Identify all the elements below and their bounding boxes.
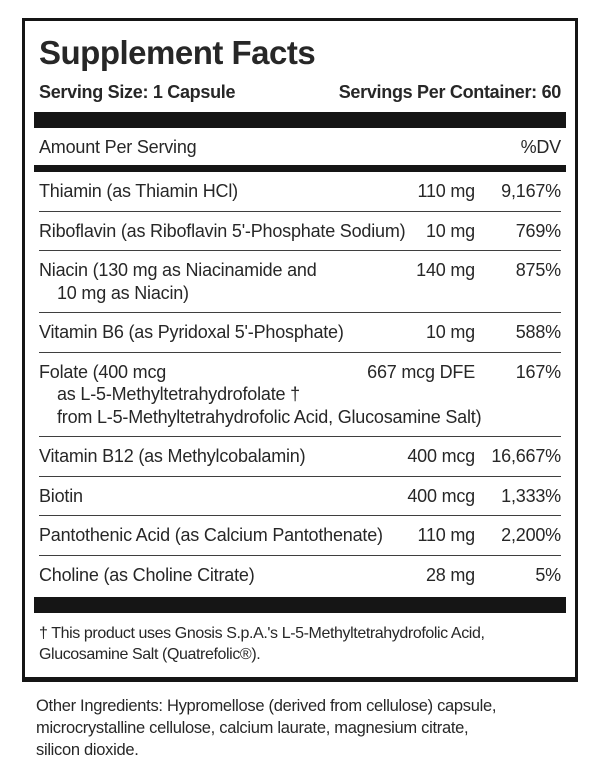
other-ingredients: Other Ingredients: Hypromellose (derived… <box>36 695 578 761</box>
nutrient-row: Biotin 400 mcg 1,333% <box>39 477 561 516</box>
nutrient-amount: 28 mg <box>425 564 475 585</box>
nutrient-amount: 400 mcg <box>407 485 475 506</box>
nutrient-name-line: Riboflavin (as Riboflavin 5'-Phosphate S… <box>39 220 406 241</box>
nutrient-name-line: Vitamin B12 (as Methylcobalamin) <box>39 446 306 466</box>
nutrient-amount: 110 mg <box>417 181 475 201</box>
footnote-line: Glucosamine Salt (Quatrefolic®). <box>39 646 261 663</box>
nutrient-name: Folate (400 mcg as L-5-Methyltetrahydrofo… <box>39 361 561 429</box>
divider-bar-medium <box>34 165 566 172</box>
nutrient-name-continuation: as L-5-Methyltetrahydrofolate † <box>57 384 300 404</box>
nutrient-name: Vitamin B12 (as Methylcobalamin) <box>39 445 561 468</box>
nutrient-row: Thiamin (as Thiamin HCl) 110 mg 9,167% <box>39 172 561 212</box>
nutrient-name: Thiamin (as Thiamin HCl) <box>39 180 561 203</box>
nutrient-name: Choline (as Choline Citrate) <box>39 564 561 587</box>
nutrient-name: Pantothenic Acid (as Calcium Pantothenat… <box>39 524 561 547</box>
nutrient-name-line: Choline (as Choline Citrate) <box>39 564 255 585</box>
nutrient-dv: 16,667% <box>491 446 561 466</box>
supplement-facts-panel: Supplement Facts Serving Size: 1 Capsule… <box>22 18 578 682</box>
servings-per-container-text: Servings Per Container: 60 <box>338 82 562 102</box>
nutrient-row: Niacin (130 mg as Niacinamide and 10 mg a… <box>39 251 561 313</box>
footnote-line: † This product uses Gnosis S.p.A.'s L-5-… <box>39 625 485 642</box>
nutrient-name: Niacin (130 mg as Niacinamide and 10 mg a… <box>39 259 561 304</box>
nutrient-amount: 10 mg <box>425 220 475 241</box>
nutrient-name-continuation: from L-5-Methyltetrahydrofolic Acid, Glu… <box>57 406 482 427</box>
other-ingredients-line: Other Ingredients: Hypromellose (derived… <box>36 697 497 715</box>
nutrient-amount: 667 mcg DFE <box>367 361 475 382</box>
nutrient-dv: 9,167% <box>501 181 561 201</box>
nutrient-name-continuation: 10 mg as Niacin) <box>57 282 189 303</box>
nutrient-row: Folate (400 mcg as L-5-Methyltetrahydrofo… <box>39 353 561 437</box>
other-ingredients-line: silicon dioxide. <box>36 741 139 759</box>
nutrient-name: Vitamin B6 (as Pyridoxal 5'-Phosphate) <box>39 321 561 344</box>
divider-bar-thick-bottom <box>34 597 566 613</box>
nutrient-amount: 110 mg <box>417 525 475 545</box>
footnote: † This product uses Gnosis S.p.A.'s L-5-… <box>39 623 561 665</box>
nutrient-row: Pantothenic Acid (as Calcium Pantothenat… <box>39 516 561 556</box>
nutrient-name-line: Niacin (130 mg as Niacinamide and <box>39 260 317 280</box>
nutrient-name: Biotin <box>39 485 561 508</box>
percent-dv-label: %DV <box>520 137 562 157</box>
nutrient-name-line: Folate (400 mcg <box>39 361 167 382</box>
nutrient-dv: 5% <box>535 564 561 585</box>
amount-per-serving-label: Amount Per Serving <box>39 137 197 157</box>
nutrient-rows: Thiamin (as Thiamin HCl) 110 mg 9,167% Ribo… <box>39 172 561 597</box>
serving-row: Serving Size: 1 Capsule Servings Per Con… <box>39 81 561 103</box>
nutrient-name-line: Vitamin B6 (as Pyridoxal 5'-Phosphate) <box>39 322 344 342</box>
panel-title: Supplement Facts <box>39 34 316 71</box>
nutrient-dv: 588% <box>515 322 561 342</box>
nutrient-name: Riboflavin (as Riboflavin 5'-Phosphate S… <box>39 220 561 243</box>
nutrient-name-line: Pantothenic Acid (as Calcium Pantothenat… <box>39 525 383 545</box>
nutrient-amount: 140 mg <box>416 260 475 280</box>
divider-bar-thick-top <box>34 112 566 128</box>
nutrient-dv: 769% <box>515 220 561 241</box>
nutrient-row: Choline (as Choline Citrate) 28 mg 5% <box>39 556 561 598</box>
nutrient-dv: 167% <box>515 361 561 382</box>
serving-size-text: Serving Size: 1 Capsule <box>39 82 236 102</box>
nutrient-name-line: Thiamin (as Thiamin HCl) <box>39 181 238 201</box>
nutrient-row: Riboflavin (as Riboflavin 5'-Phosphate S… <box>39 212 561 251</box>
nutrient-dv: 875% <box>515 260 561 280</box>
nutrient-dv: 1,333% <box>501 485 561 506</box>
column-header-row: Amount Per Serving %DV <box>39 128 561 165</box>
nutrient-dv: 2,200% <box>501 525 561 545</box>
nutrient-name-line: Biotin <box>39 485 83 506</box>
other-ingredients-line: microcrystalline cellulose, calcium laur… <box>36 719 469 737</box>
nutrient-row: Vitamin B12 (as Methylcobalamin) 400 mcg 1… <box>39 437 561 477</box>
nutrient-amount: 10 mg <box>425 322 475 342</box>
nutrient-amount: 400 mcg <box>407 446 475 466</box>
nutrient-row: Vitamin B6 (as Pyridoxal 5'-Phosphate) 10… <box>39 313 561 353</box>
